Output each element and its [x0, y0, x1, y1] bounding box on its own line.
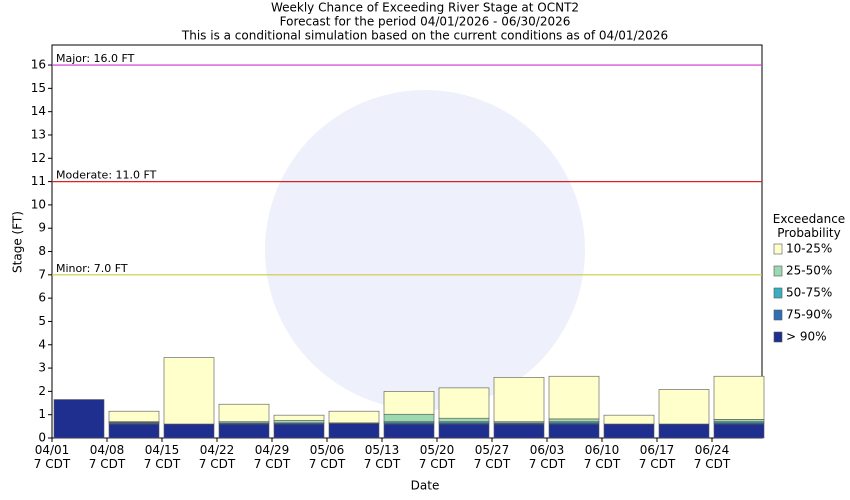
y-tick-label: 15 — [31, 81, 46, 95]
bar-segment — [383, 423, 435, 439]
legend-label: > 90% — [786, 330, 827, 344]
x-tick-label: 06/24 7 CDT — [693, 443, 731, 471]
bar-segment — [383, 391, 435, 415]
y-tick-label: 0 — [38, 431, 46, 445]
x-tick-label: 05/27 7 CDT — [473, 443, 511, 471]
threshold-label: Moderate: 11.0 FT — [56, 169, 157, 182]
bar-segment — [163, 357, 215, 425]
bar-segment — [493, 423, 545, 439]
bar-segment — [713, 419, 765, 422]
bar-segment — [603, 423, 655, 439]
x-tick-label: 04/08 7 CDT — [88, 443, 126, 471]
bar-segment — [438, 423, 490, 439]
bar-segment — [713, 423, 765, 439]
legend-title: Exceedance Probability — [772, 212, 846, 240]
x-tick-label: 04/29 7 CDT — [253, 443, 291, 471]
bar-segment — [163, 423, 215, 439]
bar-segment — [53, 399, 105, 439]
y-tick-label: 5 — [38, 314, 46, 328]
bar-segment — [273, 423, 325, 439]
bar-segment — [108, 410, 160, 422]
y-tick-label: 13 — [31, 127, 46, 141]
y-tick-label: 12 — [31, 151, 46, 165]
bar-segment — [108, 423, 160, 439]
legend-label: 50-75% — [786, 286, 832, 300]
x-tick-label: 04/22 7 CDT — [198, 443, 236, 471]
chart-subtitle: Forecast for the period 04/01/2026 - 06/… — [280, 15, 571, 29]
y-tick-label: 11 — [31, 174, 46, 188]
x-axis-label: Date — [411, 479, 440, 493]
bar-segment — [273, 414, 325, 421]
bar-segment — [713, 375, 765, 420]
legend-swatch — [773, 265, 783, 277]
bar-segment — [548, 418, 600, 422]
legend-label: 25-50% — [786, 264, 832, 278]
y-tick-label: 3 — [38, 361, 46, 375]
bar-segment — [273, 420, 325, 424]
legend-swatch — [773, 243, 783, 255]
y-tick-label: 16 — [31, 58, 46, 72]
bar-segment — [218, 403, 270, 422]
y-tick-label: 6 — [38, 291, 46, 305]
y-tick-label: 10 — [31, 197, 46, 211]
chart-subtitle: This is a conditional simulation based o… — [181, 29, 668, 43]
x-tick-label: 04/01 7 CDT — [33, 443, 71, 471]
x-tick-label: 04/15 7 CDT — [143, 443, 181, 471]
bar-segment — [328, 423, 380, 439]
bar-segment — [548, 423, 600, 439]
y-tick-label: 8 — [38, 244, 46, 258]
legend-label: 75-90% — [786, 308, 832, 322]
y-axis-label: Stage (FT) — [11, 211, 25, 273]
bar-segment — [328, 410, 380, 424]
y-tick-label: 1 — [38, 407, 46, 421]
y-tick-label: 4 — [38, 337, 46, 351]
bar-segment — [383, 413, 435, 422]
bar-segment — [438, 417, 490, 422]
legend-swatch — [773, 331, 783, 343]
x-tick-label: 05/20 7 CDT — [418, 443, 456, 471]
x-tick-label: 06/03 7 CDT — [528, 443, 566, 471]
bar-segment — [218, 423, 270, 439]
bar-segment — [658, 423, 710, 439]
legend-swatch — [773, 287, 783, 299]
bar-segment — [603, 414, 655, 425]
bar-segment — [438, 387, 490, 419]
bar-segment — [548, 375, 600, 420]
y-tick-label: 7 — [38, 267, 46, 281]
threshold-label: Major: 16.0 FT — [56, 52, 135, 65]
bar-segment — [658, 389, 710, 425]
chart-title: Weekly Chance of Exceeding River Stage a… — [271, 1, 579, 15]
x-tick-label: 05/06 7 CDT — [308, 443, 346, 471]
x-tick-label: 06/17 7 CDT — [638, 443, 676, 471]
legend-swatch — [773, 309, 783, 321]
y-tick-label: 14 — [31, 104, 46, 118]
legend-label: 10-25% — [786, 242, 832, 256]
bar-segment — [493, 377, 545, 422]
threshold-label: Minor: 7.0 FT — [56, 262, 128, 275]
y-tick-label: 2 — [38, 384, 46, 398]
watermark — [265, 90, 585, 410]
x-tick-label: 05/13 7 CDT — [363, 443, 401, 471]
x-tick-label: 06/10 7 CDT — [583, 443, 621, 471]
y-tick-label: 9 — [38, 221, 46, 235]
